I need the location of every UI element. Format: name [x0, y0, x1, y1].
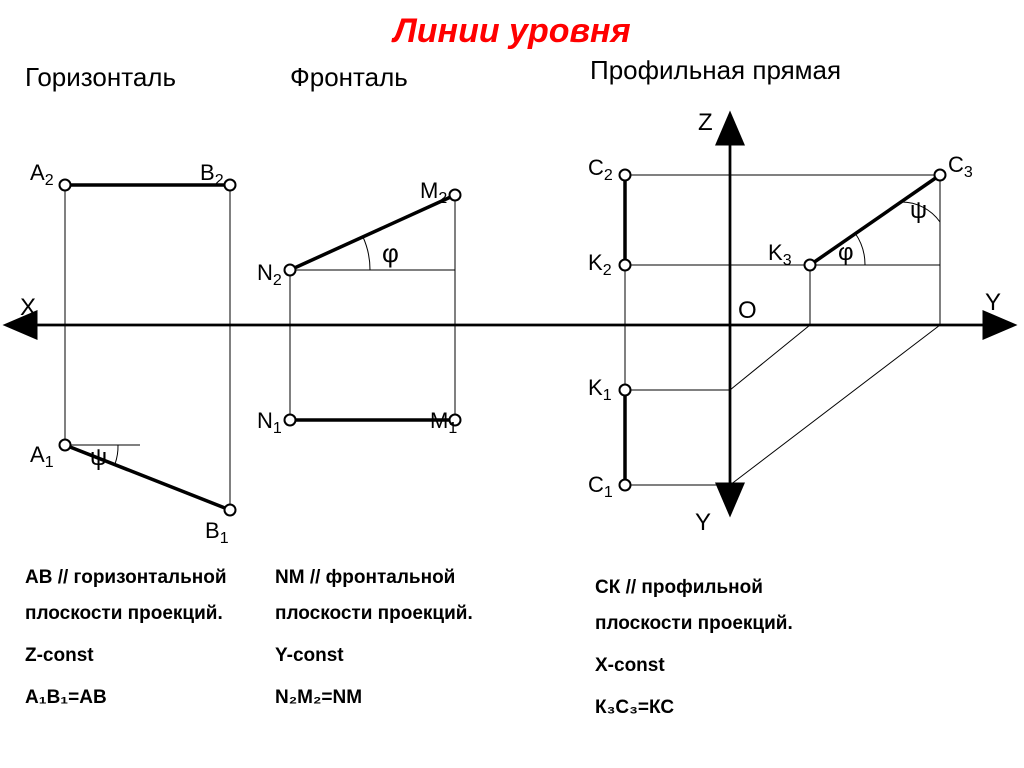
d3-lbl-k3: K3 — [768, 240, 792, 269]
d2-lbl-n2: N2 — [257, 260, 282, 289]
d3-pt-c2 — [620, 170, 631, 181]
d2-caption-l4: N₂M₂=NM — [275, 680, 473, 716]
caption-diagram1: AB // горизонтальной плоскости проекций.… — [25, 560, 227, 716]
d1-caption-l4: A₁B₁=AB — [25, 680, 227, 716]
d1-pt-a2 — [60, 180, 71, 191]
d3-phi-label: φ — [838, 239, 854, 266]
d2-caption-l2: плоскости проекций. — [275, 596, 473, 632]
d2-pt-n1 — [285, 415, 296, 426]
d3-pt-c1 — [620, 480, 631, 491]
axis-label-y-right: Y — [985, 289, 1001, 316]
d3-lbl-c2: C2 — [588, 155, 613, 184]
d1-lbl-a1: A1 — [30, 442, 54, 471]
d3-lbl-k1: K1 — [588, 375, 612, 404]
d3-lbl-c3: C3 — [948, 152, 973, 181]
d3-psi-label: ψ — [910, 197, 927, 224]
d2-pt-m2 — [450, 190, 461, 201]
caption-diagram3: СК // профильной плоскости проекций. X-c… — [595, 570, 793, 726]
axis-label-z: Z — [698, 109, 713, 136]
d2-angle-label: φ — [382, 238, 399, 268]
d1-pt-b2 — [225, 180, 236, 191]
diagram-svg: X Y Z Y O A2 B2 A1 B1 ψ N2 M2 N1 M1 φ — [0, 0, 1024, 560]
d2-lbl-m1: M1 — [430, 408, 457, 437]
axis-label-x: X — [20, 294, 36, 321]
d1-caption-l3: Z-const — [25, 638, 227, 674]
d1-lbl-b1: B1 — [205, 518, 229, 547]
d3-lbl-c1: C1 — [588, 472, 613, 501]
d2-pt-n2 — [285, 265, 296, 276]
d2-caption-l3: Y-const — [275, 638, 473, 674]
d2-caption-l1: NM // фронтальной — [275, 560, 473, 596]
d1-lbl-a2: A2 — [30, 160, 54, 189]
d3-bevel-k — [730, 325, 810, 390]
d3-bevel-c — [730, 325, 940, 485]
d3-lbl-k2: K2 — [588, 250, 612, 279]
caption-diagram2: NM // фронтальной плоскости проекций. Y-… — [275, 560, 473, 716]
d2-lbl-n1: N1 — [257, 408, 282, 437]
d3-caption-l4: К₃С₃=КС — [595, 690, 793, 726]
d3-pt-k3 — [805, 260, 816, 271]
d2-lbl-m2: M2 — [420, 178, 447, 207]
d3-pt-k2 — [620, 260, 631, 271]
d2-n2m2 — [290, 195, 455, 270]
d1-angle-label: ψ — [90, 444, 107, 471]
d2-angle-arc — [363, 237, 370, 270]
axis-label-o: O — [738, 297, 757, 324]
d3-pt-k1 — [620, 385, 631, 396]
d1-pt-a1 — [60, 440, 71, 451]
d3-caption-l1: СК // профильной — [595, 570, 793, 606]
d1-caption-l1: AB // горизонтальной — [25, 560, 227, 596]
d3-pt-c3 — [935, 170, 946, 181]
axis-label-y-down: Y — [695, 509, 711, 536]
d3-phi-arc — [855, 233, 865, 265]
d1-angle-arc — [115, 445, 118, 464]
d1-pt-b1 — [225, 505, 236, 516]
d1-caption-l2: плоскости проекций. — [25, 596, 227, 632]
d3-caption-l3: X-const — [595, 648, 793, 684]
d3-caption-l2: плоскости проекций. — [595, 606, 793, 642]
d1-lbl-b2: B2 — [200, 160, 224, 189]
